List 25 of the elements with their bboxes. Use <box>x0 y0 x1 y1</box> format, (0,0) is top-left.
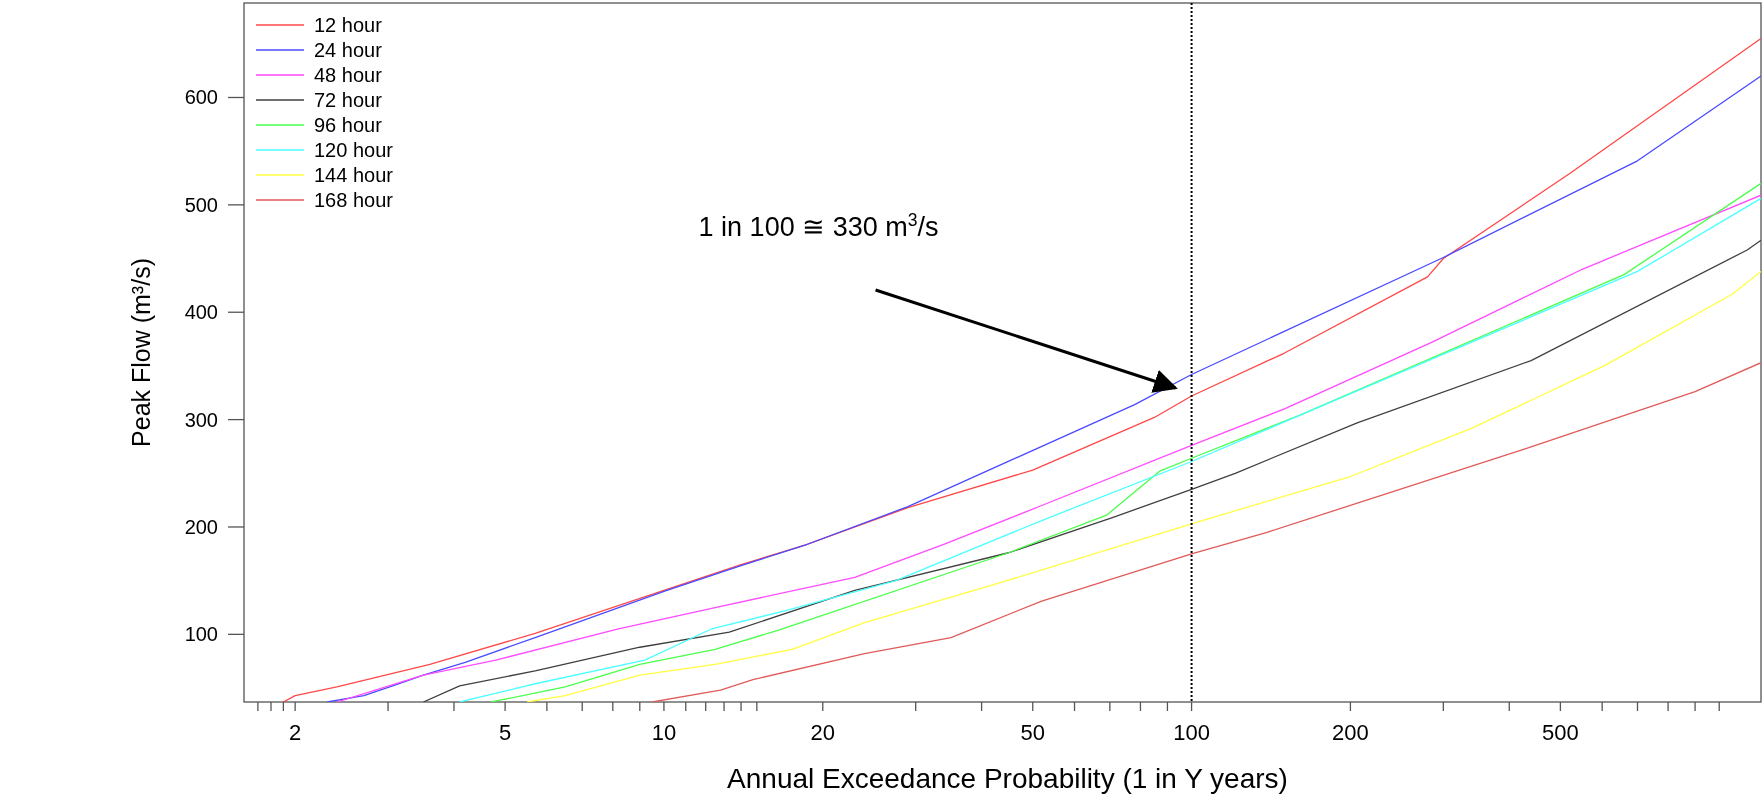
x-tick-label: 5 <box>498 720 512 745</box>
y-tick-label: 300 <box>184 408 218 431</box>
y-tick-label: 400 <box>184 301 218 324</box>
x-tick-label: 10 <box>651 720 677 745</box>
legend-label: 48 hour <box>314 64 383 86</box>
legend-label: 96 hour <box>314 114 383 136</box>
legend-label: 120 hour <box>314 139 394 161</box>
x-tick-label: 20 <box>810 720 836 745</box>
y-axis-title: Peak Flow (m³/s) <box>127 258 155 447</box>
x-tick-label: 500 <box>1542 720 1579 745</box>
annotation: 1 in 100 ≅ 330 m$^{3}$/s <box>698 210 939 242</box>
legend-label: 168 hour <box>314 189 394 211</box>
legend-label: 24 hour <box>314 39 383 61</box>
y-tick-label: 600 <box>184 86 218 109</box>
y-tick-label: 200 <box>184 515 218 538</box>
y-tick-label: 500 <box>184 193 218 216</box>
legend-label: 12 hour <box>314 14 383 36</box>
x-tick-label: 200 <box>1332 720 1369 745</box>
y-tick-label: 100 <box>184 623 218 646</box>
x-tick-label: 50 <box>1020 720 1045 745</box>
x-axis-title: Annual Exceedance Probability (1 in Y years) <box>727 763 1288 794</box>
legend-label: 72 hour <box>314 89 383 111</box>
x-tick-label: 2 <box>289 720 302 745</box>
legend-label: 144 hour <box>314 164 394 186</box>
x-tick-label: 100 <box>1173 720 1210 745</box>
